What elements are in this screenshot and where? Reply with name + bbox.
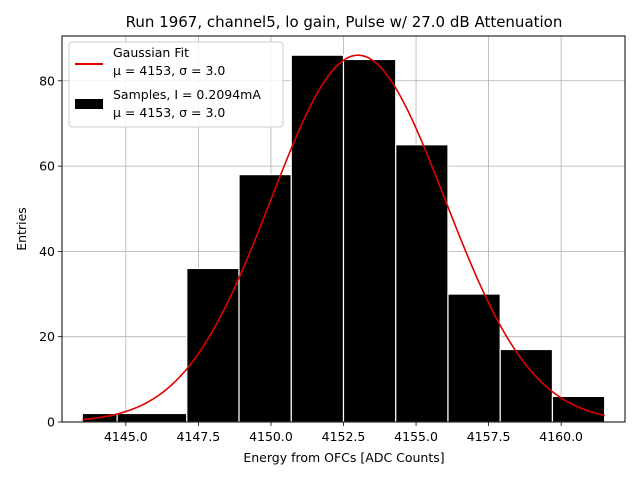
x-tick-label: 4150.0 bbox=[249, 429, 293, 444]
x-tick-label: 4147.5 bbox=[177, 429, 221, 444]
legend-samples-label: Samples, I = 0.2094mA bbox=[113, 87, 261, 102]
y-axis-label: Entries bbox=[14, 207, 29, 251]
histogram-bar bbox=[186, 267, 240, 423]
legend-samples-swatch bbox=[75, 99, 103, 109]
histogram-bar bbox=[238, 174, 292, 423]
y-tick-label: 40 bbox=[39, 244, 55, 259]
histogram-bars bbox=[81, 54, 606, 423]
legend-fit-label: Gaussian Fit bbox=[113, 45, 189, 60]
gaussian-fit-line bbox=[82, 54, 605, 421]
y-tick-label: 80 bbox=[39, 73, 55, 88]
x-tick-label: 4152.5 bbox=[322, 429, 366, 444]
histogram-bar bbox=[342, 58, 397, 423]
y-tick-label: 60 bbox=[39, 159, 55, 174]
legend-fit-stats: μ = 4153, σ = 3.0 bbox=[113, 63, 225, 78]
histogram-bar bbox=[290, 54, 345, 423]
x-tick-label: 4155.0 bbox=[394, 429, 438, 444]
histogram-bar bbox=[551, 395, 606, 423]
histogram-bar bbox=[395, 144, 449, 423]
x-axis-ticks: 4145.0 4147.5 4150.0 4152.5 4155.0 4157.5 4160… bbox=[104, 422, 583, 444]
legend-box bbox=[68, 41, 284, 128]
legend-samples-stats: μ = 4153, σ = 3.0 bbox=[113, 105, 225, 120]
x-tick-label: 4160.0 bbox=[539, 429, 583, 444]
y-tick-label: 20 bbox=[39, 329, 55, 344]
chart-title: Run 1967, channel5, lo gain, Pulse w/ 27… bbox=[126, 13, 563, 31]
legend: Gaussian Fit μ = 4153, σ = 3.0 Samples, … bbox=[68, 41, 284, 128]
y-tick-label: 0 bbox=[47, 415, 55, 430]
histogram-bar bbox=[499, 348, 554, 423]
histogram-bar bbox=[447, 293, 501, 423]
histogram-bar bbox=[116, 412, 188, 423]
y-axis-ticks: 0 20 40 60 80 bbox=[39, 73, 62, 430]
x-tick-label: 4145.0 bbox=[104, 429, 148, 444]
x-tick-label: 4157.5 bbox=[467, 429, 511, 444]
x-axis-label: Energy from OFCs [ADC Counts] bbox=[243, 450, 444, 465]
fit-curve-group bbox=[82, 54, 605, 421]
